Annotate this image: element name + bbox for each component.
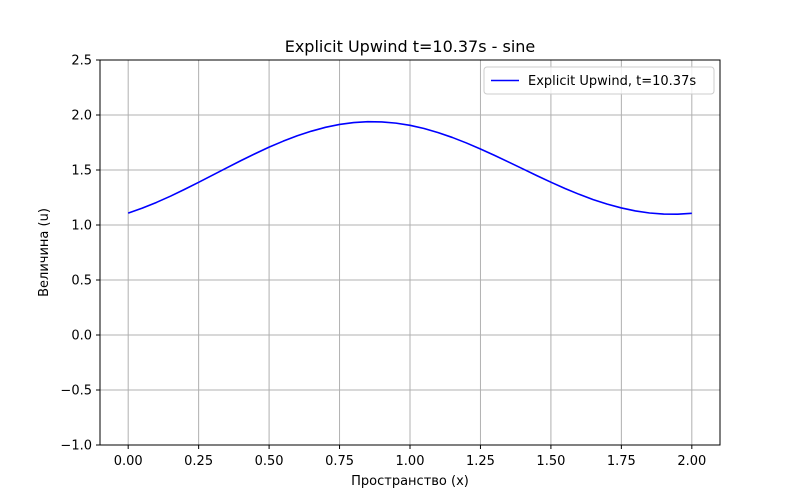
legend-box <box>483 66 715 95</box>
x-tick-label: 1.50 <box>536 454 565 469</box>
y-tick-label: 2.5 <box>71 54 92 69</box>
grid <box>100 59 720 446</box>
x-axis-label: Пространство (x) <box>351 474 469 489</box>
y-tick-label: 0.5 <box>71 274 92 289</box>
y-tick-label: 1.0 <box>71 219 92 234</box>
y-tick-label: 1.5 <box>71 164 92 179</box>
series-layer <box>127 120 692 216</box>
series-line <box>127 120 692 216</box>
x-tick-label: 2.00 <box>677 454 706 469</box>
x-tick-label: 1.75 <box>607 454 636 469</box>
ticks: 0.00 0.25 0.50 0.75 1.00 1.25 1.50 1.75 2.00 −1.0… <box>60 54 706 470</box>
y-tick-label: 0.0 <box>71 329 92 344</box>
y-axis-label: Величина (u) <box>37 208 52 297</box>
y-tick-label: 2.0 <box>71 109 92 124</box>
legend: Explicit Upwind, t=10.37s <box>483 66 715 95</box>
y-tick-label: −1.0 <box>60 439 92 454</box>
y-tick-label: −0.5 <box>60 384 92 399</box>
chart-title: Explicit Upwind t=10.37s - sine <box>285 37 536 56</box>
x-tick-label: 0.25 <box>184 454 213 469</box>
x-tick-label: 0.50 <box>255 454 284 469</box>
x-tick-label: 0.75 <box>325 454 354 469</box>
x-tick-label: 1.25 <box>466 454 495 469</box>
x-tick-label: 0.00 <box>114 454 143 469</box>
x-tick-label: 1.00 <box>396 454 425 469</box>
legend-label: Explicit Upwind, t=10.37s <box>528 74 696 89</box>
